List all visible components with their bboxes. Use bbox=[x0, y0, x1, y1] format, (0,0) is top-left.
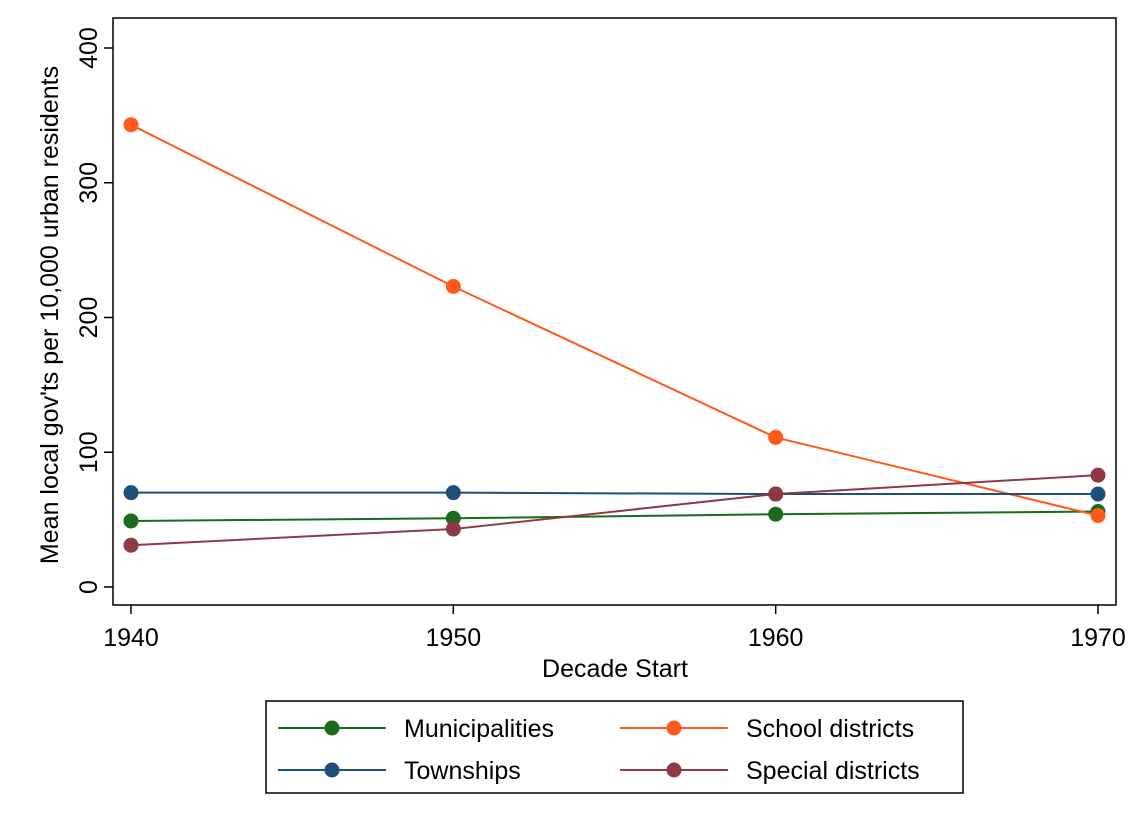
y-tick-label: 100 bbox=[75, 431, 103, 473]
data-point bbox=[768, 506, 784, 522]
data-point bbox=[768, 429, 784, 445]
legend: Municipalities School districts Townships S… bbox=[278, 715, 920, 785]
y-tick-label: 200 bbox=[75, 297, 103, 339]
data-point bbox=[1090, 467, 1106, 483]
y-axis: 0 100 200 300 400 bbox=[75, 27, 113, 594]
legend-label: Special districts bbox=[746, 757, 920, 785]
plot-frame bbox=[112, 17, 1117, 606]
series-layer bbox=[123, 117, 1106, 553]
x-tick-label: 1970 bbox=[1070, 624, 1126, 652]
legend-label: Townships bbox=[404, 757, 521, 785]
y-tick-label: 300 bbox=[75, 162, 103, 204]
data-point bbox=[123, 117, 139, 133]
data-point bbox=[123, 485, 139, 501]
legend-label: School districts bbox=[746, 715, 914, 743]
data-point bbox=[123, 513, 139, 529]
legend-label: Municipalities bbox=[404, 715, 554, 743]
legend-marker bbox=[666, 720, 682, 736]
x-axis-label: Decade Start bbox=[542, 655, 688, 683]
legend-box bbox=[265, 700, 964, 794]
series-line bbox=[130, 510, 1099, 522]
legend-marker bbox=[324, 762, 340, 778]
data-point bbox=[1090, 508, 1106, 524]
data-point bbox=[445, 521, 461, 537]
x-tick-label: 1950 bbox=[426, 624, 482, 652]
x-tick-label: 1960 bbox=[748, 624, 804, 652]
data-point bbox=[1090, 486, 1106, 502]
x-axis: 1940 1950 1960 1970 bbox=[103, 605, 1126, 652]
series-line bbox=[130, 474, 1099, 547]
data-point bbox=[445, 485, 461, 501]
legend-marker bbox=[666, 762, 682, 778]
data-point bbox=[445, 510, 461, 526]
data-point bbox=[445, 279, 461, 295]
legend-marker bbox=[324, 720, 340, 736]
y-tick-label: 0 bbox=[75, 580, 103, 594]
y-tick-label: 400 bbox=[75, 27, 103, 69]
y-axis-label: Mean local gov'ts per 10,000 urban resid… bbox=[36, 66, 64, 564]
x-tick-label: 1940 bbox=[103, 624, 159, 652]
series-line bbox=[130, 123, 1099, 517]
data-point bbox=[123, 537, 139, 553]
series-line bbox=[131, 491, 1098, 496]
data-point bbox=[768, 486, 784, 502]
